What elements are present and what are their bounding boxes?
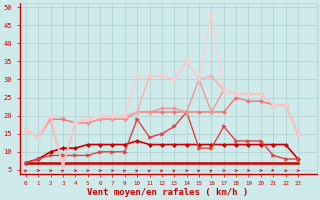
X-axis label: Vent moyen/en rafales ( km/h ): Vent moyen/en rafales ( km/h )	[87, 188, 249, 197]
